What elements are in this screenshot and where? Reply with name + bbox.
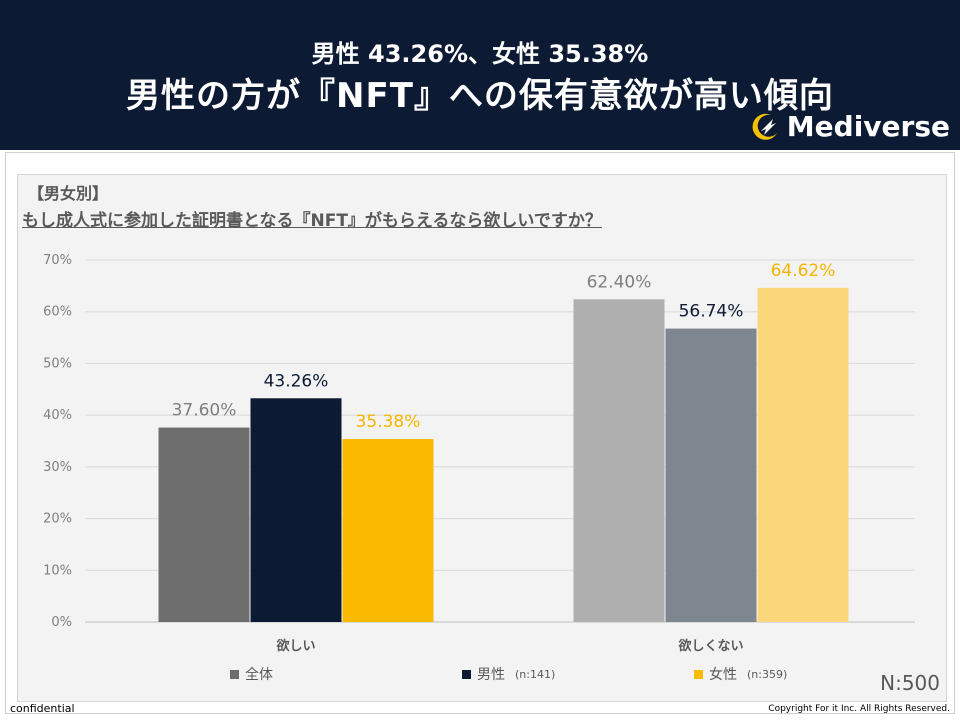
bar bbox=[665, 328, 757, 622]
bar bbox=[573, 299, 665, 622]
data-label: 56.74% bbox=[679, 302, 744, 322]
header-title: 男性の方が『NFT』への保有意欲が高い傾向 bbox=[126, 76, 834, 116]
x-category-label: 欲しくない bbox=[677, 638, 743, 654]
footer-copyright: Copyright For it Inc. All Rights Reserve… bbox=[768, 704, 950, 714]
legend-swatch-male bbox=[462, 669, 471, 679]
y-tick-label: 50% bbox=[43, 356, 72, 371]
data-label: 37.60% bbox=[172, 401, 237, 421]
bar bbox=[158, 427, 250, 622]
x-category-label: 欲しい bbox=[275, 638, 315, 654]
rocket-moon-icon bbox=[752, 113, 777, 140]
y-tick-label: 0% bbox=[51, 615, 72, 630]
question-text: もし成人式に参加した証明書となる『NFT』がもらえるなら欲しいですか？ bbox=[22, 211, 602, 231]
legend-item-male: 男性 (n:141) bbox=[462, 664, 555, 684]
legend-label-male: 男性 bbox=[477, 667, 505, 683]
legend-swatch-female bbox=[694, 669, 703, 679]
legend-item-all: 全体 bbox=[230, 664, 273, 684]
y-tick-label: 10% bbox=[43, 563, 72, 578]
data-label: 35.38% bbox=[356, 412, 421, 432]
legend-label-female: 女性 bbox=[709, 667, 737, 683]
y-tick-label: 60% bbox=[43, 305, 72, 320]
brand-name: Mediverse bbox=[786, 110, 950, 143]
data-label: 64.62% bbox=[771, 261, 836, 281]
y-tick-label: 20% bbox=[43, 512, 72, 527]
data-label: 43.26% bbox=[264, 371, 329, 391]
footer-confidential: confidential bbox=[10, 702, 75, 715]
data-label: 62.40% bbox=[587, 272, 652, 292]
y-tick-label: 40% bbox=[43, 408, 72, 423]
brand-logo: Mediverse bbox=[749, 110, 950, 143]
header-banner: 男性 43.26%、女性 35.38% 男性の方が『NFT』への保有意欲が高い傾… bbox=[0, 0, 960, 150]
y-tick-label: 70% bbox=[43, 253, 72, 268]
bar bbox=[250, 398, 342, 622]
legend-item-female: 女性 (n:359) bbox=[694, 664, 787, 684]
legend-n-female: (n:359) bbox=[747, 667, 788, 681]
sample-size: N:500 bbox=[880, 671, 940, 695]
legend-n-male: (n:141) bbox=[515, 667, 556, 681]
bar bbox=[757, 287, 849, 622]
question-tag: 【男女別】 bbox=[28, 184, 109, 203]
bar bbox=[342, 439, 434, 622]
legend-swatch-all bbox=[230, 669, 239, 679]
legend-label-all: 全体 bbox=[245, 667, 273, 683]
y-tick-label: 30% bbox=[43, 460, 72, 475]
header-subtitle: 男性 43.26%、女性 35.38% bbox=[311, 40, 649, 68]
